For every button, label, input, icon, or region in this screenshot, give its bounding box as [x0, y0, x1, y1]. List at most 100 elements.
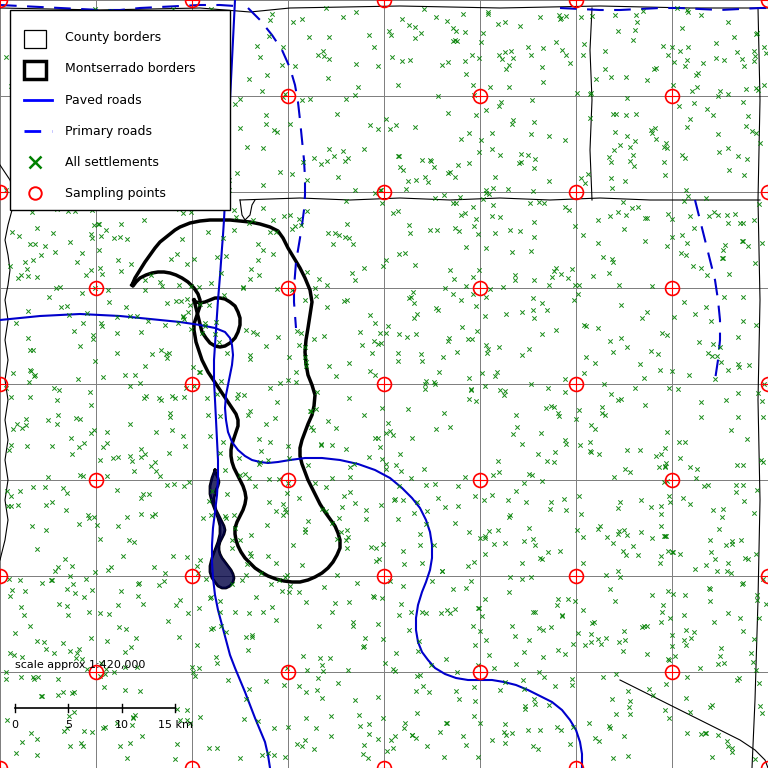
Point [70, 412, 82, 424]
Point [667, 79, 680, 91]
Point [594, 637, 607, 650]
Point [720, 538, 732, 551]
Point [760, 47, 768, 59]
Point [354, 326, 366, 338]
Point [354, 720, 366, 733]
Point [326, 472, 338, 484]
Point [340, 443, 353, 455]
Point [64, 570, 76, 582]
Point [240, 558, 253, 571]
Point [45, 574, 57, 587]
Point [276, 584, 288, 597]
Point [58, 189, 71, 201]
Point [380, 463, 392, 475]
Text: Primary roads: Primary roads [65, 124, 152, 137]
Point [428, 376, 440, 388]
Point [321, 301, 333, 313]
Point [161, 352, 174, 364]
Point [118, 188, 130, 200]
Point [60, 187, 72, 200]
Point [100, 663, 112, 675]
Point [134, 442, 147, 455]
Point [164, 347, 176, 359]
Point [750, 664, 762, 676]
Point [261, 746, 273, 759]
Point [74, 340, 86, 353]
Point [509, 630, 521, 642]
Point [452, 693, 465, 705]
Point [101, 425, 113, 438]
Point [646, 280, 658, 292]
Point [74, 737, 87, 749]
Point [88, 333, 100, 346]
Point [444, 607, 456, 619]
Point [396, 545, 409, 558]
Point [758, 41, 768, 53]
Point [109, 16, 121, 28]
Point [662, 545, 674, 557]
Point [646, 127, 658, 139]
Point [596, 406, 608, 419]
Point [584, 112, 596, 124]
Point [572, 288, 584, 300]
Point [645, 345, 657, 357]
Point [459, 25, 472, 38]
Point [214, 447, 227, 459]
Point [416, 154, 429, 166]
Point [527, 185, 539, 197]
Point [130, 65, 142, 78]
Point [430, 423, 442, 435]
Point [712, 729, 724, 741]
Point [435, 607, 447, 619]
Point [81, 306, 93, 319]
Point [26, 519, 38, 531]
Point [483, 187, 495, 200]
Point [500, 308, 512, 320]
Point [281, 661, 293, 674]
Point [750, 484, 763, 496]
Point [410, 684, 422, 697]
Point [299, 340, 311, 353]
Point [26, 206, 38, 218]
Point [558, 386, 571, 399]
Point [325, 730, 337, 743]
Point [753, 387, 765, 399]
Point [508, 428, 520, 440]
Point [698, 480, 710, 492]
Point [469, 395, 482, 407]
Point [711, 564, 723, 577]
Point [450, 25, 462, 38]
Point [243, 684, 255, 696]
Point [750, 81, 762, 94]
Point [475, 36, 488, 48]
Point [450, 684, 462, 697]
Point [745, 647, 757, 659]
Point [393, 480, 406, 492]
Point [737, 625, 749, 637]
Point [257, 85, 269, 98]
Point [289, 220, 301, 233]
Point [442, 56, 454, 68]
Point [758, 78, 768, 91]
Point [638, 372, 650, 385]
Point [373, 184, 386, 196]
Point [517, 674, 529, 686]
Point [422, 177, 434, 189]
Point [376, 260, 389, 272]
Point [717, 503, 730, 515]
Point [145, 166, 157, 178]
Point [459, 55, 472, 68]
Point [213, 336, 225, 348]
Point [109, 38, 121, 51]
Point [737, 217, 749, 229]
Point [483, 525, 495, 538]
Point [247, 214, 260, 226]
Point [188, 380, 200, 392]
Point [565, 263, 578, 275]
Point [662, 653, 674, 665]
Point [705, 315, 717, 327]
Point [215, 375, 227, 387]
Point [555, 609, 568, 621]
Point [50, 78, 62, 90]
Point [418, 3, 430, 15]
